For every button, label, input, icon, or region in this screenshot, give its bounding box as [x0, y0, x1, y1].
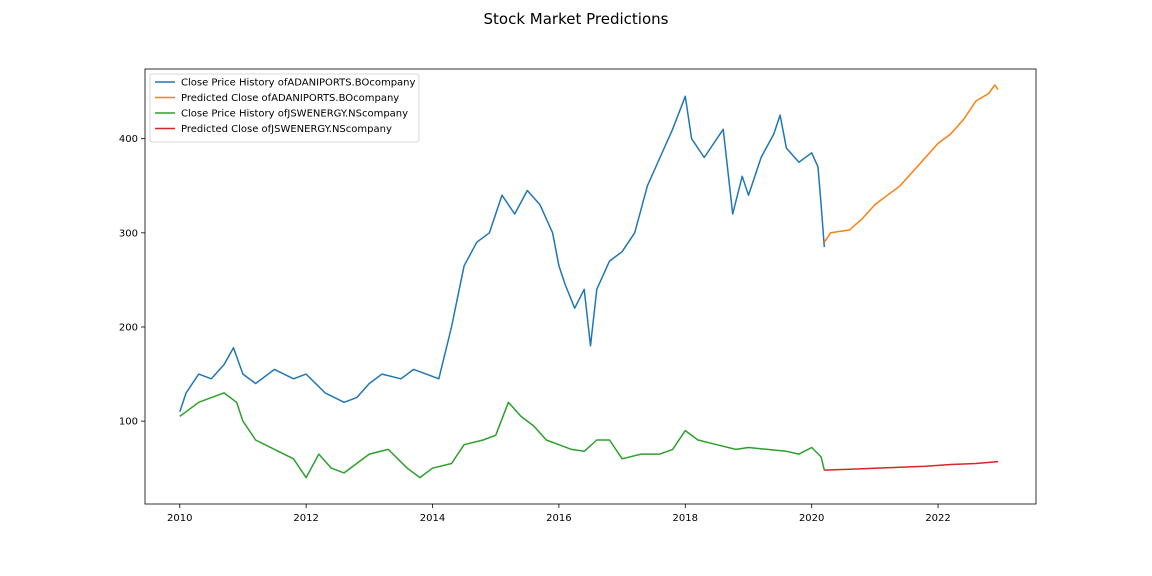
x-tick-label: 2010: [167, 513, 192, 524]
x-tick-label: 2022: [925, 513, 950, 524]
x-tick-label: 2020: [799, 513, 824, 524]
series-line-1: [179, 95, 826, 412]
x-tick-label: 2016: [546, 513, 571, 524]
x-tick-label: 2018: [673, 513, 698, 524]
legend-label: Predicted Close ofADANIPORTS.BOcompany: [181, 93, 399, 104]
legend: Close Price History ofADANIPORTS.BOcompa…: [149, 73, 420, 143]
x-axis: 2010 2012 2014 2016 2018 2020 2022: [167, 504, 951, 524]
legend-box: [149, 73, 420, 143]
legend-label: Predicted Close ofJSWENERGY.NScompany: [181, 124, 392, 135]
chart-title: Stock Market Predictions: [484, 10, 669, 28]
x-tick-label: 2012: [293, 513, 318, 524]
series-layer: [179, 84, 999, 479]
legend-label: Close Price History ofADANIPORTS.BOcompa…: [181, 78, 416, 89]
y-tick-label: 200: [119, 322, 138, 333]
series-line-2: [823, 84, 999, 243]
y-axis: 100 200 300 400: [119, 134, 145, 428]
series-line-3: [179, 392, 826, 479]
plot-frame: [144, 68, 1037, 505]
x-tick-label: 2014: [420, 513, 445, 524]
series-line-4: [824, 460, 999, 471]
y-tick-label: 300: [119, 228, 138, 239]
y-tick-label: 400: [119, 134, 138, 145]
y-tick-label: 100: [119, 417, 138, 428]
legend-label: Close Price History ofJSWENERGY.NScompan…: [181, 109, 408, 120]
